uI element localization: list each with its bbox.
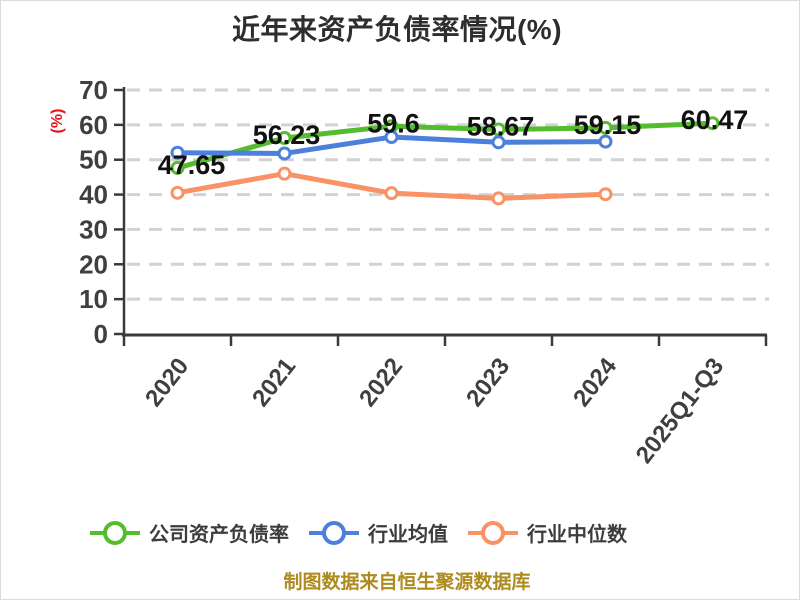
data-point (170, 185, 185, 200)
data-point (277, 166, 292, 181)
x-tick-label: 2025Q1-Q3 (631, 353, 729, 468)
y-tick-label: 0 (94, 319, 108, 349)
chart-plot-area: 0 10 20 30 40 50 60 70 2020 2021 2022 2023 2024 2025Q… (79, 75, 769, 469)
data-point (277, 146, 292, 161)
series-line-0 (175, 120, 715, 171)
chart-title: 近年来资产负债率情况(%) (231, 14, 563, 45)
data-label: 47.65 (158, 150, 226, 180)
data-point (598, 187, 613, 202)
y-tick-label: 40 (79, 180, 108, 210)
legend-label-industry-mean: 行业均值 (368, 524, 448, 546)
legend-marker-company-icon (90, 520, 140, 545)
data-point (491, 135, 506, 150)
data-point (170, 160, 185, 175)
legend-item-industry-mean[interactable]: 行业均值 (309, 518, 448, 547)
data-point (384, 130, 399, 145)
data-label: 59.15 (574, 110, 642, 140)
y-tick-label: 50 (79, 145, 108, 175)
data-point (491, 122, 506, 137)
y-tick-label: 30 (79, 214, 108, 244)
data-point (705, 116, 720, 131)
data-label: 60.47 (681, 105, 749, 135)
y-tick-label: 20 (79, 249, 108, 279)
data-point (598, 120, 613, 135)
x-tick-label: 2021 (247, 353, 301, 412)
legend-marker-industry-mean-icon (309, 520, 359, 545)
legend-label-industry-median: 行业中位数 (527, 524, 627, 546)
legend-item-company[interactable]: 公司资产负债率 (90, 518, 289, 547)
data-point (598, 134, 613, 149)
y-tick-label: 60 (79, 110, 108, 140)
data-point (170, 145, 185, 160)
x-tick-label: 2023 (461, 353, 515, 412)
data-point (384, 186, 399, 201)
data-label: 58.67 (467, 111, 535, 141)
data-label: 59.6 (367, 108, 420, 138)
y-tick-label: 70 (79, 75, 108, 105)
x-tick-label: 2022 (354, 353, 408, 412)
data-label: 56.23 (253, 120, 321, 150)
legend-label-company: 公司资产负债率 (149, 524, 289, 546)
legend: 公司资产负债率 行业均值 行业中位数 (90, 518, 627, 547)
legend-marker-industry-median-icon (468, 520, 518, 545)
data-point (491, 191, 506, 206)
x-tick-label: 2020 (140, 353, 194, 412)
y-tick-label: 10 (79, 284, 108, 314)
legend-item-industry-median[interactable]: 行业中位数 (468, 518, 627, 547)
x-tick-label: 2024 (568, 353, 623, 412)
data-source-note: 制图数据来自恒生聚源数据库 (283, 572, 531, 593)
data-point (277, 130, 292, 145)
